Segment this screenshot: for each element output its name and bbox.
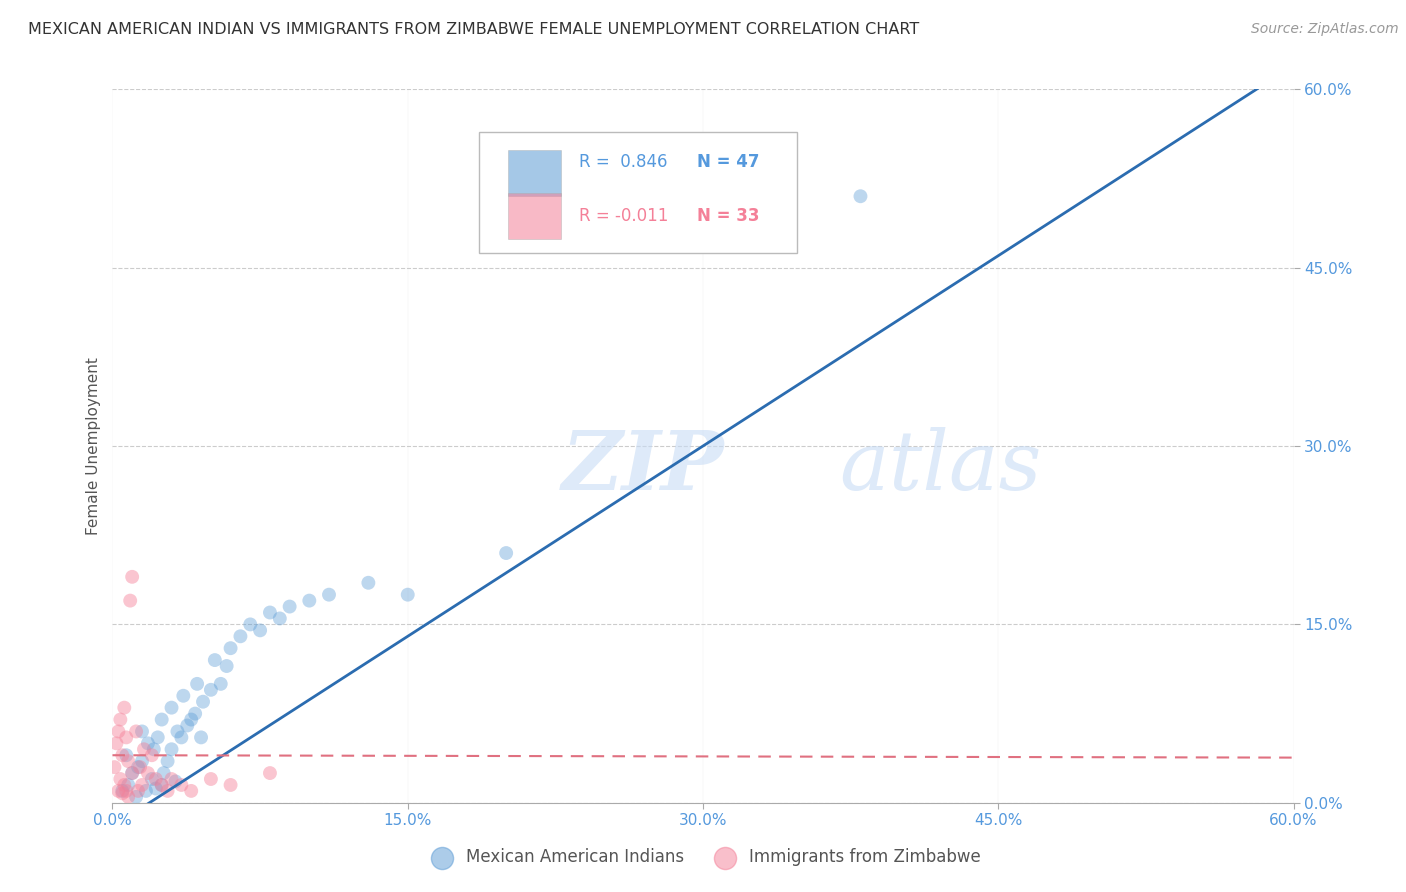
Point bbox=[107, 784, 129, 798]
Point bbox=[160, 772, 183, 786]
Point bbox=[111, 786, 134, 800]
Point bbox=[136, 736, 159, 750]
Point bbox=[131, 778, 153, 792]
Point bbox=[107, 724, 129, 739]
Point bbox=[111, 784, 134, 798]
Point bbox=[115, 748, 138, 763]
Point bbox=[160, 700, 183, 714]
Point bbox=[172, 689, 194, 703]
Point bbox=[204, 653, 226, 667]
Point bbox=[180, 713, 202, 727]
Point bbox=[176, 718, 198, 732]
Point bbox=[145, 772, 167, 786]
Point bbox=[190, 731, 212, 745]
FancyBboxPatch shape bbox=[478, 132, 797, 253]
Point bbox=[209, 677, 232, 691]
Point bbox=[146, 731, 169, 745]
Text: Source: ZipAtlas.com: Source: ZipAtlas.com bbox=[1251, 22, 1399, 37]
Point bbox=[117, 789, 139, 804]
Point bbox=[127, 784, 149, 798]
Point bbox=[145, 781, 167, 796]
Point bbox=[219, 778, 242, 792]
Point bbox=[121, 766, 143, 780]
Point bbox=[200, 772, 222, 786]
Point bbox=[129, 760, 152, 774]
Point bbox=[121, 570, 143, 584]
Point bbox=[269, 611, 291, 625]
Point bbox=[357, 575, 380, 590]
Point bbox=[215, 659, 238, 673]
Point bbox=[117, 754, 139, 768]
Point bbox=[278, 599, 301, 614]
Point bbox=[150, 713, 173, 727]
Point bbox=[110, 713, 132, 727]
Text: R =  0.846: R = 0.846 bbox=[579, 153, 668, 171]
Point bbox=[249, 624, 271, 638]
Point bbox=[849, 189, 872, 203]
Point bbox=[117, 778, 139, 792]
Point bbox=[318, 588, 340, 602]
Point bbox=[191, 695, 214, 709]
Point bbox=[103, 760, 125, 774]
Point bbox=[132, 742, 155, 756]
Point bbox=[166, 724, 188, 739]
Point bbox=[150, 778, 173, 792]
Point bbox=[156, 784, 179, 798]
Point bbox=[152, 766, 174, 780]
Point bbox=[112, 778, 135, 792]
Point bbox=[170, 731, 193, 745]
Text: N = 33: N = 33 bbox=[697, 207, 759, 225]
Point bbox=[105, 736, 128, 750]
Point bbox=[111, 748, 134, 763]
Point bbox=[259, 606, 281, 620]
Text: R = -0.011: R = -0.011 bbox=[579, 207, 668, 225]
Point bbox=[259, 766, 281, 780]
Point bbox=[219, 641, 242, 656]
Point bbox=[150, 778, 173, 792]
Point bbox=[136, 766, 159, 780]
Point bbox=[396, 588, 419, 602]
Point bbox=[141, 748, 163, 763]
Point bbox=[121, 766, 143, 780]
Point bbox=[170, 778, 193, 792]
Point bbox=[127, 760, 149, 774]
Text: atlas: atlas bbox=[839, 427, 1042, 508]
Point bbox=[112, 700, 135, 714]
Bar bbox=[508, 193, 561, 239]
Point bbox=[135, 784, 157, 798]
Point bbox=[120, 593, 142, 607]
Legend: Mexican American Indians, Immigrants from Zimbabwe: Mexican American Indians, Immigrants fro… bbox=[419, 842, 987, 873]
Point bbox=[156, 754, 179, 768]
Point bbox=[229, 629, 252, 643]
Point bbox=[131, 754, 153, 768]
Point bbox=[125, 724, 148, 739]
Point bbox=[180, 784, 202, 798]
Point bbox=[131, 724, 153, 739]
Point bbox=[142, 742, 165, 756]
Point bbox=[184, 706, 207, 721]
Point bbox=[495, 546, 517, 560]
Point bbox=[110, 772, 132, 786]
Point bbox=[160, 742, 183, 756]
Bar bbox=[508, 150, 561, 196]
Point bbox=[141, 772, 163, 786]
Point bbox=[298, 593, 321, 607]
Point bbox=[186, 677, 208, 691]
Text: N = 47: N = 47 bbox=[697, 153, 759, 171]
Text: MEXICAN AMERICAN INDIAN VS IMMIGRANTS FROM ZIMBABWE FEMALE UNEMPLOYMENT CORRELAT: MEXICAN AMERICAN INDIAN VS IMMIGRANTS FR… bbox=[28, 22, 920, 37]
Point bbox=[200, 682, 222, 697]
Point bbox=[165, 774, 187, 789]
Y-axis label: Female Unemployment: Female Unemployment bbox=[86, 357, 101, 535]
Point bbox=[125, 789, 148, 804]
Point bbox=[115, 731, 138, 745]
Point bbox=[115, 784, 138, 798]
Point bbox=[239, 617, 262, 632]
Text: ZIP: ZIP bbox=[561, 427, 724, 508]
